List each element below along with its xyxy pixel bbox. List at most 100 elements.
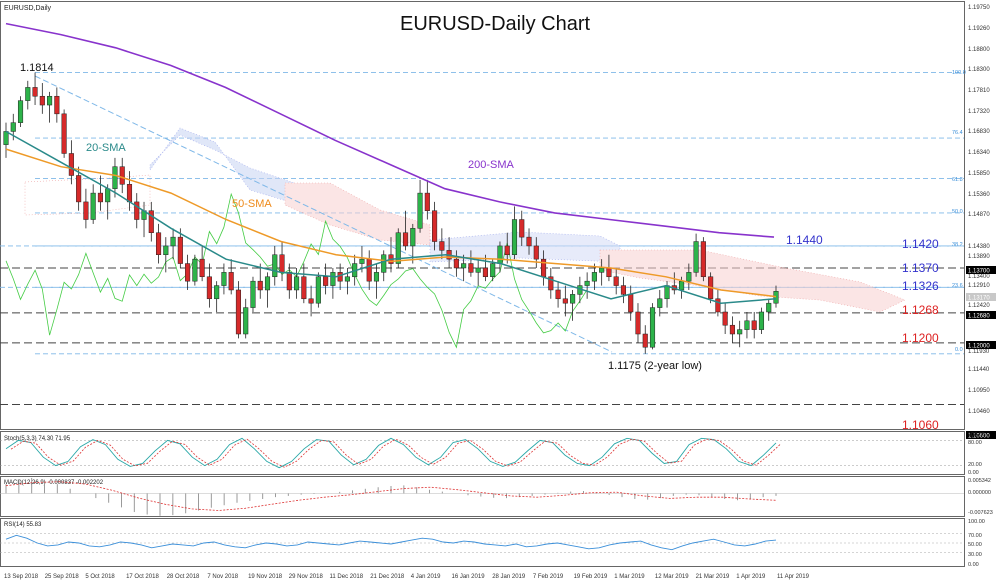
date-label-6: 19 Nov 2018 [248, 574, 283, 580]
candle-body-95 [693, 241, 699, 273]
candle-body-58 [424, 192, 430, 211]
level-label-1268: 1.1268 [902, 303, 939, 317]
price-tick-1: 1.19260 [968, 26, 990, 32]
date-label-14: 19 Feb 2019 [574, 574, 608, 580]
candle-body-82 [599, 267, 605, 273]
price-tick-10: 1.14870 [968, 212, 990, 218]
rsi-indicator [0, 533, 964, 553]
price-badge-1370: 1.13700 [968, 269, 990, 275]
candle-body-62 [453, 258, 459, 269]
candle-body-3 [25, 87, 31, 101]
candle-body-56 [410, 228, 416, 247]
macd-panel-frame [0, 476, 965, 517]
candle-body-51 [373, 272, 380, 282]
date-label-10: 4 Jan 2019 [411, 574, 441, 580]
downtrend-line [34, 75, 613, 353]
rsi-axis: 100.00 70.00 50.00 30.00 0.00 [968, 519, 985, 568]
price-badge-1200: 1.12000 [968, 344, 990, 350]
price-tick-17: 1.11440 [968, 367, 990, 373]
candle-body-16 [119, 166, 125, 185]
price-tick-6: 1.16830 [968, 129, 990, 135]
price-tick-19: 1.10460 [968, 409, 990, 415]
date-label-0: 13 Sep 2018 [4, 574, 39, 580]
stoch-tick-100: 100.00 [968, 432, 985, 438]
annotation-sma50: 50-SMA [232, 198, 272, 210]
candle-body-87 [635, 311, 641, 335]
rsi-tick-100: 100.00 [968, 519, 985, 525]
chart-title: EURUSD-Daily Chart [400, 13, 590, 35]
annotation-sma20: 20-SMA [86, 142, 126, 154]
price-badge-1317: 1.13170 [968, 296, 990, 302]
candle-body-12 [90, 192, 96, 220]
fib-label-100: 100.0 [952, 70, 966, 76]
candle-body-28 [206, 276, 212, 300]
price-tick-9: 1.15360 [968, 192, 990, 198]
date-label-17: 21 Mar 2019 [696, 574, 730, 580]
candle-body-23 [170, 236, 176, 247]
level-label-1326: 1.1326 [902, 279, 939, 293]
candle-body-36 [264, 276, 271, 291]
date-label-16: 12 Mar 2019 [655, 574, 689, 580]
stoch-tick-20: 20.00 [968, 462, 982, 468]
candle-body-41 [301, 276, 307, 300]
level-label-1420: 1.1420 [902, 237, 939, 251]
date-label-3: 17 Oct 2018 [126, 574, 159, 580]
candle-body-40 [294, 276, 300, 291]
candle-body-66 [482, 267, 488, 278]
candle-body-35 [257, 280, 263, 291]
candle-body-101 [737, 329, 743, 335]
level-label-1060: 1.1060 [902, 418, 939, 432]
macd-tick-zero: 0.000000 [968, 490, 991, 496]
annotation-sma200: 200-SMA [468, 159, 515, 171]
candle-body-78 [570, 294, 576, 304]
candle-body-24 [177, 236, 183, 264]
candle-body-71 [519, 219, 525, 238]
macd-tick-bottom: -0.007623 [968, 510, 993, 516]
fib-label-61: 61.8 [952, 177, 963, 183]
sma-200-line [5, 22, 775, 238]
candle-body-105 [766, 302, 772, 313]
stoch-label: Stoch(5,3,3) 74.30 71.95 [4, 436, 71, 442]
ichimoku-cloud [24, 127, 906, 313]
price-badge-1268: 1.12680 [968, 314, 990, 320]
stochastic-oscillator [0, 437, 964, 469]
rsi-tick-70: 70.00 [968, 533, 982, 539]
symbol-label: EURUSD,Daily [4, 5, 52, 12]
candle-body-89 [649, 307, 656, 348]
candle-body-77 [562, 298, 568, 304]
candle-body-5 [39, 95, 45, 106]
candle-body-73 [533, 245, 539, 260]
candle-body-1 [10, 122, 16, 132]
candle-body-17 [126, 184, 133, 203]
fib-label-50: 50.0 [952, 209, 963, 215]
date-label-15: 1 Mar 2019 [614, 574, 645, 580]
price-tick-4: 1.17810 [968, 88, 990, 94]
annotation-high: 1.1814 [20, 62, 54, 74]
fib-label-38: 38.2 [952, 242, 963, 248]
stoch-d-line [10, 438, 782, 468]
candle-body-34 [250, 280, 256, 308]
fib-label-76: 76.4 [952, 130, 963, 136]
candle-body-21 [155, 232, 162, 255]
price-tick-12: 1.13890 [968, 254, 990, 260]
candle-body-22 [163, 245, 169, 255]
sma-20-line [5, 130, 777, 304]
rsi-line [5, 534, 777, 551]
date-label-7: 29 Nov 2018 [289, 574, 324, 580]
candle-body-80 [584, 280, 590, 286]
price-tick-18: 1.10950 [968, 388, 990, 394]
rsi-tick-30: 30.00 [968, 552, 982, 558]
price-badge-bg-1060 [966, 431, 996, 439]
candle-body-88 [642, 333, 648, 348]
cloud-blue-1 [149, 127, 301, 206]
candle-body-90 [657, 298, 663, 308]
stoch-tick-0: 0.00 [968, 470, 979, 476]
rsi-label: RSI(14) 55.83 [4, 522, 42, 528]
candle-body-50 [366, 258, 372, 282]
candle-body-75 [548, 276, 554, 291]
candle-body-25 [185, 263, 191, 282]
candle-body-86 [628, 294, 634, 313]
sma-50-line [5, 148, 777, 298]
candle-body-65 [475, 267, 481, 273]
price-tick-7: 1.16340 [968, 150, 990, 156]
